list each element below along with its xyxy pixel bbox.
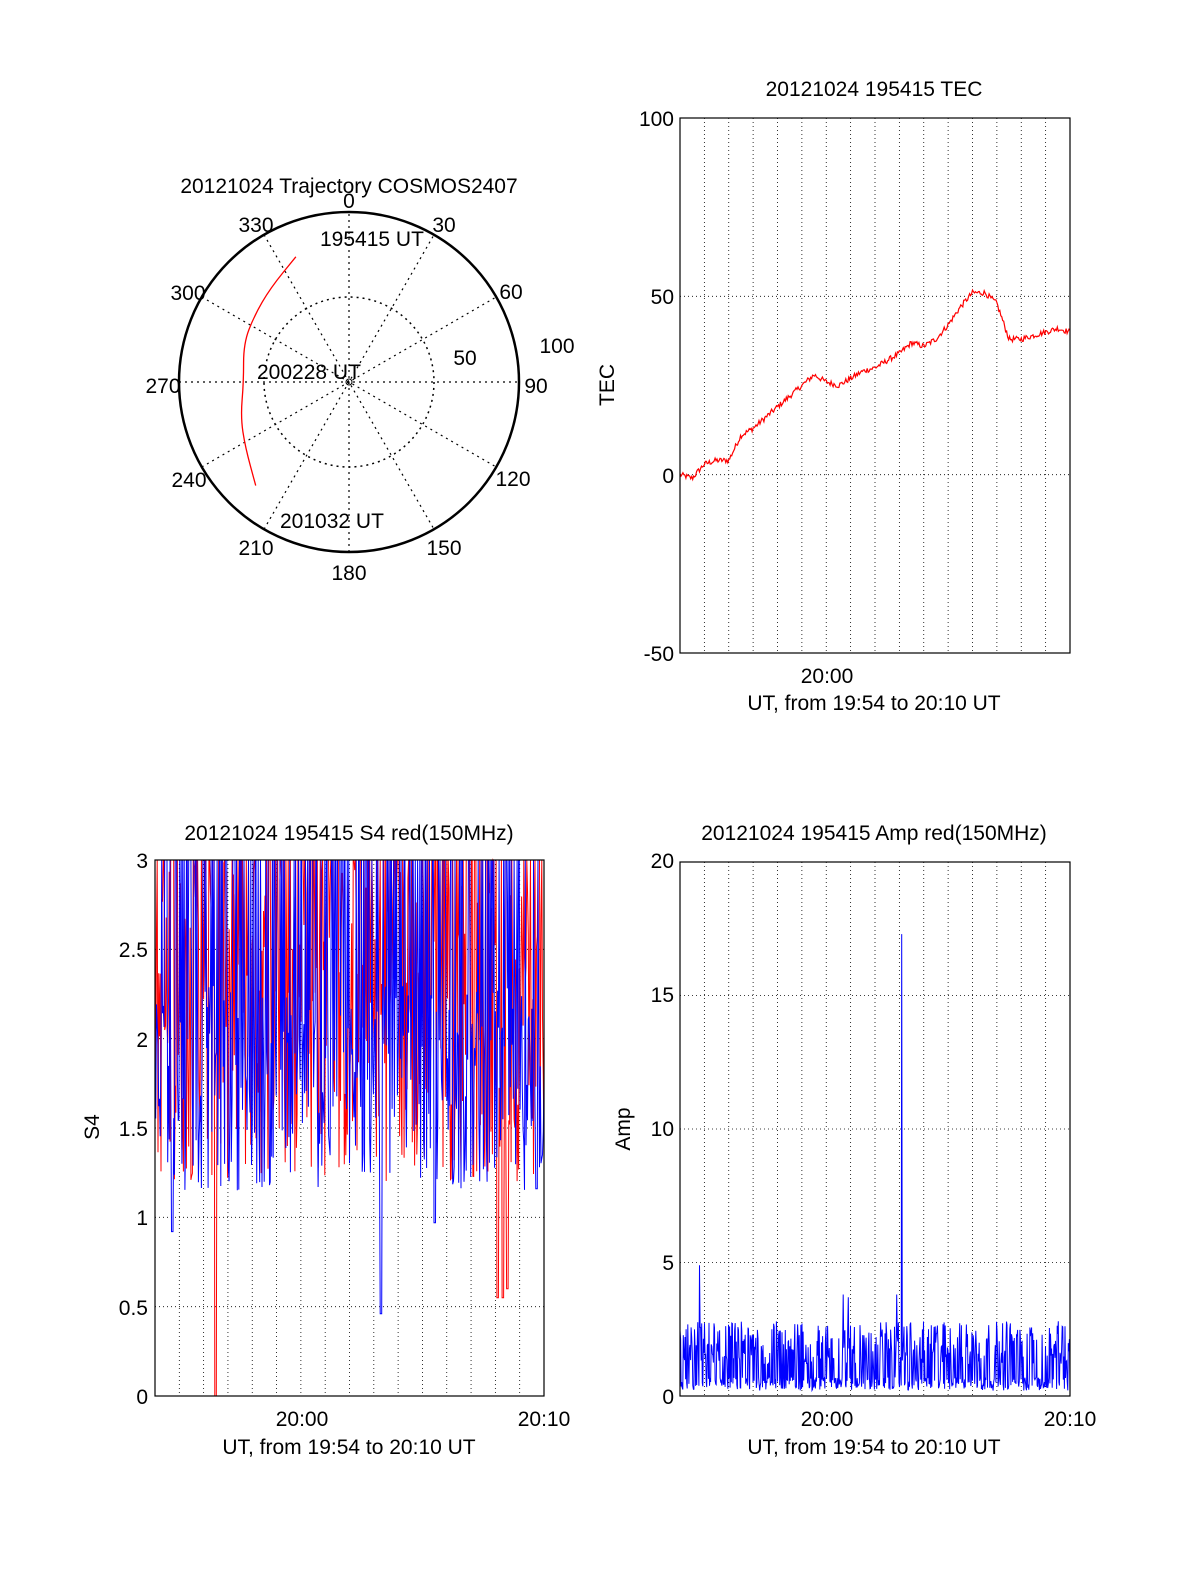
s4-title: 20121024 195415 S4 red(150MHz) (184, 822, 513, 845)
amp-panel: 20121024 195415 Amp red(150MHz) Amp UT, … (612, 822, 1096, 1459)
polar-track (240, 256, 297, 486)
az-label-180: 180 (331, 562, 366, 585)
tec-ytick-minus50: -50 (644, 643, 674, 666)
tec-line (679, 288, 1071, 482)
polar-center-marker (345, 378, 353, 386)
s4-ytick-2.5: 2.5 (119, 939, 148, 962)
az-label-0: 0 (343, 190, 355, 213)
amp-ytick-labels: 20 15 10 5 0 (651, 850, 674, 1409)
amp-line (679, 934, 1071, 1393)
az-label-90: 90 (524, 375, 547, 398)
amp-plot-frame (679, 861, 1071, 1397)
tec-xlabel: UT, from 19:54 to 20:10 UT (747, 692, 1000, 715)
tec-ytick-50: 50 (651, 286, 674, 309)
polar-panel: 20121024 Trajectory COSMOS2407 0 30 60 9… (145, 175, 574, 585)
az-label-120: 120 (495, 468, 530, 491)
amp-xtick-label-2010: 20:10 (1044, 1408, 1097, 1431)
s4-panel: 20121024 195415 S4 red(150MHz) S4 UT, fr… (81, 822, 570, 1459)
az-label-300: 300 (170, 282, 205, 305)
track-label-end: 201032 UT (280, 510, 384, 533)
tec-xtick-label-2000: 20:00 (801, 665, 854, 688)
tec-panel: 20121024 195415 TEC TEC UT, from 19:54 t… (596, 78, 1071, 715)
s4-ytick-1: 1 (136, 1207, 148, 1230)
tec-grid (680, 118, 1070, 653)
az-label-150: 150 (426, 537, 461, 560)
polar-spoke-150 (263, 234, 435, 530)
amp-ylabel: Amp (612, 1107, 635, 1150)
ring-label-50: 50 (453, 347, 476, 370)
s4-ylabel: S4 (81, 1114, 104, 1140)
amp-ytick-5: 5 (662, 1252, 674, 1275)
az-label-270: 270 (145, 375, 180, 398)
tec-series (679, 288, 1071, 482)
tec-ytick-0: 0 (662, 465, 674, 488)
amp-series (679, 934, 1071, 1393)
s4-xtick-label-2000: 20:00 (276, 1408, 329, 1431)
amp-ytick-0: 0 (662, 1386, 674, 1409)
s4-ytick-1.5: 1.5 (119, 1118, 148, 1141)
track-label-mid: 200228 UT (257, 361, 361, 384)
az-label-30: 30 (432, 214, 455, 237)
ring-label-100: 100 (539, 335, 574, 358)
amp-ytick-15: 15 (651, 984, 674, 1007)
s4-ytick-3: 3 (136, 850, 148, 873)
amp-grid (680, 862, 1070, 1396)
s4-xlabel: UT, from 19:54 to 20:10 UT (222, 1436, 475, 1459)
s4-ytick-labels: 3 2.5 2 1.5 1 0.5 0 (119, 850, 148, 1409)
tec-ylabel: TEC (596, 364, 619, 406)
s4-xtick-label-2010: 20:10 (518, 1408, 571, 1431)
amp-ytick-20: 20 (651, 850, 674, 873)
s4-ytick-0.5: 0.5 (119, 1297, 148, 1320)
s4-ytick-0: 0 (136, 1386, 148, 1409)
polar-spokes (179, 212, 519, 552)
tec-plot-frame (679, 117, 1071, 654)
amp-ytick-10: 10 (651, 1118, 674, 1141)
az-label-240: 240 (171, 469, 206, 492)
tec-ytick-labels: 100 50 0 -50 (639, 108, 674, 666)
polar-azimuth-labels: 0 30 60 90 120 150 180 210 240 270 300 3… (145, 190, 547, 585)
amp-xlabel: UT, from 19:54 to 20:10 UT (747, 1436, 1000, 1459)
polar-title: 20121024 Trajectory COSMOS2407 (180, 175, 517, 198)
tec-title: 20121024 195415 TEC (766, 78, 983, 101)
amp-xtick-label-2000: 20:00 (801, 1408, 854, 1431)
az-label-330: 330 (238, 214, 273, 237)
polar-track-line (240, 256, 297, 486)
az-label-60: 60 (499, 281, 522, 304)
track-label-start: 195415 UT (320, 228, 424, 251)
amp-title: 20121024 195415 Amp red(150MHz) (701, 822, 1047, 845)
az-label-210: 210 (238, 537, 273, 560)
tec-ytick-100: 100 (639, 108, 674, 131)
s4-ytick-2: 2 (136, 1029, 148, 1052)
s4-plot-frame (154, 859, 545, 1397)
